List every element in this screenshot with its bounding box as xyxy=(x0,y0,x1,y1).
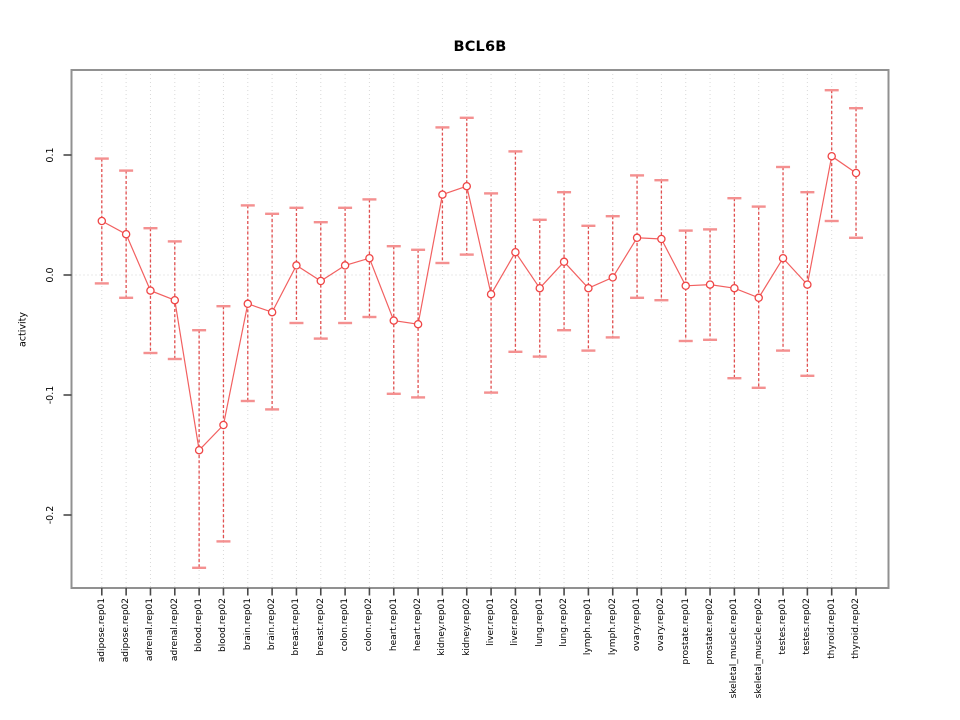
data-point xyxy=(170,295,180,305)
data-point xyxy=(632,233,642,243)
data-point xyxy=(340,261,350,270)
data-point xyxy=(267,307,277,317)
x-tick-label: skeletal_muscle.rep02 xyxy=(753,598,764,699)
data-point xyxy=(584,283,593,293)
x-tick-label: breast.rep02 xyxy=(315,598,326,656)
x-tick-label: testes.rep02 xyxy=(802,598,813,655)
y-axis-label: activity xyxy=(17,311,29,348)
x-tick-label: testes.rep01 xyxy=(778,598,789,655)
x-tick-label: prostate.rep01 xyxy=(680,598,691,665)
data-point xyxy=(438,190,447,199)
x-tick-label: skeletal_muscle.rep01 xyxy=(729,598,740,699)
data-point xyxy=(121,229,131,239)
data-point xyxy=(778,253,788,263)
data-point xyxy=(146,286,155,295)
x-tick-label: brain.rep02 xyxy=(267,598,278,651)
data-point xyxy=(365,253,374,263)
x-tick-label: blood.rep01 xyxy=(194,598,205,653)
data-point xyxy=(511,247,520,257)
x-tick-label: lymph.rep01 xyxy=(583,598,594,656)
x-tick-label: thyroid.rep01 xyxy=(826,598,837,659)
x-tick-label: adipose.rep01 xyxy=(96,598,107,663)
x-tick-label: colon.rep02 xyxy=(364,598,375,652)
data-point xyxy=(316,276,326,286)
y-tick-label: -0.2 xyxy=(45,505,56,525)
data-point xyxy=(413,319,423,329)
data-point xyxy=(389,316,399,325)
x-tick-label: adipose.rep02 xyxy=(121,598,132,663)
x-tick-label: heart.rep01 xyxy=(388,598,399,652)
x-tick-label: thyroid.rep02 xyxy=(851,598,862,659)
x-tick-label: heart.rep02 xyxy=(413,598,424,652)
data-point xyxy=(851,168,861,178)
data-point xyxy=(754,293,763,303)
x-tick-label: prostate.rep02 xyxy=(705,598,716,665)
x-tick-label: breast.rep01 xyxy=(291,598,302,656)
data-point xyxy=(681,281,690,291)
x-tick-label: adrenal.rep01 xyxy=(145,598,156,662)
plot-border xyxy=(70,69,890,589)
data-point xyxy=(803,280,812,289)
x-tick-label: liver.rep01 xyxy=(486,598,497,646)
x-tick-label: colon.rep01 xyxy=(340,598,351,652)
data-point xyxy=(608,273,617,282)
x-tick-label: ovary.rep02 xyxy=(656,598,667,652)
x-tick-label: adrenal.rep02 xyxy=(169,598,180,662)
x-tick-label: kidney.rep02 xyxy=(461,598,472,656)
y-tick-label: 0.1 xyxy=(45,147,56,163)
data-point xyxy=(535,283,544,293)
series-line xyxy=(101,155,857,452)
data-point xyxy=(705,280,715,289)
chart-title: BCL6B xyxy=(453,39,507,55)
data-point xyxy=(657,234,666,244)
data-point xyxy=(219,420,228,430)
x-tick-label: lung.rep02 xyxy=(559,598,570,647)
x-tick-label: ovary.rep01 xyxy=(632,598,643,652)
data-point xyxy=(292,261,301,270)
x-tick-label: liver.rep02 xyxy=(510,598,521,646)
data-point xyxy=(462,181,471,191)
data-point xyxy=(559,257,569,267)
x-tick-label: blood.rep02 xyxy=(218,598,229,653)
y-tick-label: -0.1 xyxy=(45,385,56,405)
data-point xyxy=(827,151,836,161)
data-point xyxy=(730,283,739,293)
y-tick-label: 0.0 xyxy=(45,267,56,283)
x-tick-label: lymph.rep02 xyxy=(607,598,618,656)
data-point xyxy=(243,299,253,309)
data-point xyxy=(97,216,107,226)
data-point xyxy=(194,445,204,455)
x-tick-label: lung.rep01 xyxy=(534,598,545,647)
x-tick-label: brain.rep01 xyxy=(242,598,253,651)
data-point xyxy=(486,289,496,299)
x-tick-label: kidney.rep01 xyxy=(437,598,448,656)
